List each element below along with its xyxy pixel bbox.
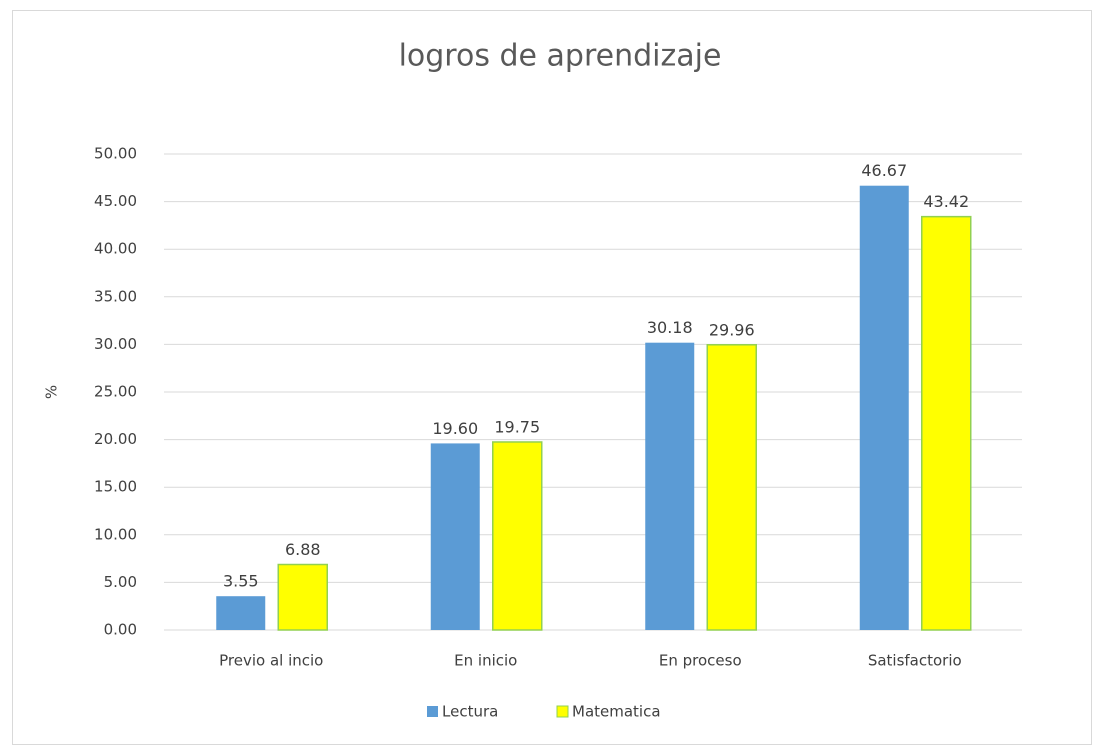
- chart-title: logros de aprendizaje: [399, 39, 722, 74]
- legend-swatch: [556, 705, 569, 718]
- data-label: 30.18: [647, 318, 693, 337]
- chart-border: [12, 10, 1092, 745]
- y-tick-label: 50.00: [94, 145, 137, 163]
- bar: [921, 215, 972, 631]
- y-tick-label: 40.00: [94, 240, 137, 258]
- bar: [216, 596, 266, 630]
- bar: [277, 563, 328, 631]
- y-tick-label: 35.00: [94, 287, 137, 305]
- bar: [706, 344, 757, 631]
- y-tick-label: 5.00: [104, 573, 137, 591]
- y-tick-label: 10.00: [94, 525, 137, 543]
- bar: [430, 443, 480, 630]
- x-tick-label: En inicio: [454, 652, 517, 670]
- data-label: 3.55: [223, 572, 259, 591]
- data-label: 6.88: [285, 540, 321, 559]
- data-label: 19.75: [494, 417, 540, 436]
- y-tick-label: 15.00: [94, 478, 137, 496]
- x-tick-label: Satisfactorio: [868, 652, 962, 670]
- y-tick-label: 0.00: [104, 621, 137, 639]
- bar: [492, 441, 543, 631]
- data-label: 29.96: [709, 320, 755, 339]
- data-label: 19.60: [432, 419, 478, 438]
- y-tick-label: 30.00: [94, 335, 137, 353]
- bar: [859, 185, 909, 630]
- legend-label: Lectura: [442, 703, 498, 721]
- legend-swatch: [427, 706, 438, 717]
- legend-label: Matematica: [572, 703, 661, 721]
- y-axis-label: %: [43, 385, 61, 399]
- data-label: 43.42: [923, 192, 969, 211]
- y-tick-label: 20.00: [94, 430, 137, 448]
- bar: [645, 342, 695, 630]
- y-tick-label: 45.00: [94, 192, 137, 210]
- y-tick-label: 25.00: [94, 383, 137, 401]
- data-label: 46.67: [861, 161, 907, 180]
- x-tick-label: Previo al incio: [219, 652, 323, 670]
- x-tick-label: En proceso: [659, 652, 742, 670]
